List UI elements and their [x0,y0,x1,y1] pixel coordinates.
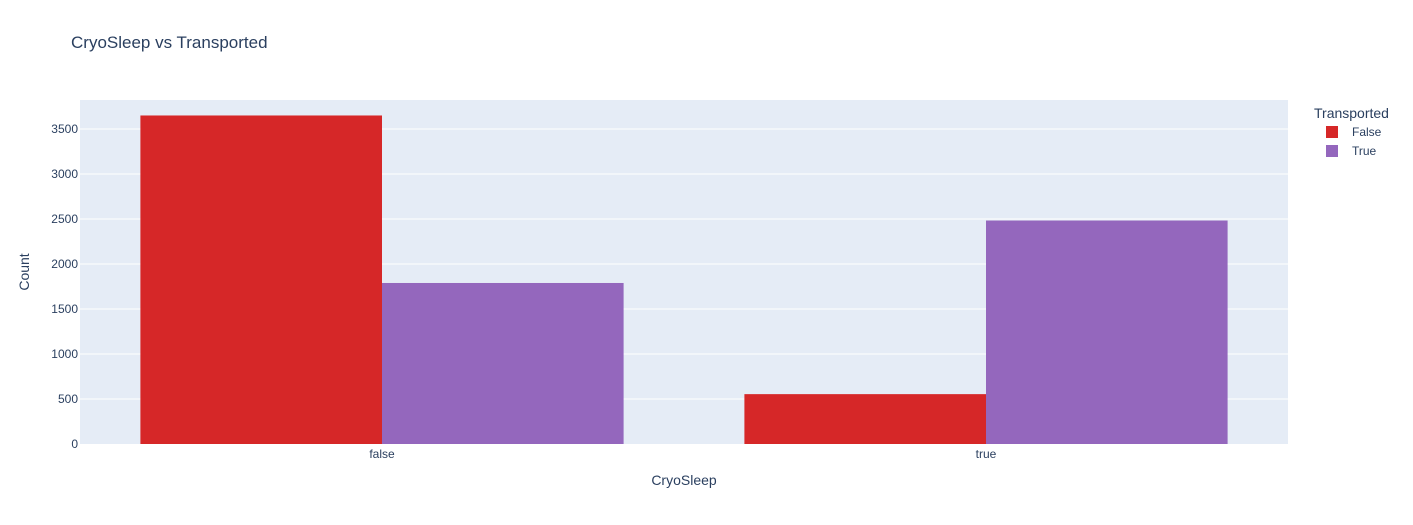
legend-label-false[interactable]: False [1352,125,1382,139]
bar-false-true[interactable] [382,282,624,444]
legend-swatch-false[interactable] [1326,126,1338,138]
legend[interactable]: Transported False True [1314,105,1389,158]
x-tick-label: true [976,447,997,461]
bar-true-true[interactable] [986,220,1228,444]
x-tick-labels: false true [369,447,996,461]
y-tick-label: 0 [71,437,78,451]
bar-false-false[interactable] [140,115,382,445]
bars [140,115,1228,445]
y-tick-label: 2000 [51,257,78,271]
y-tick-label: 3500 [51,122,78,136]
y-tick-label: 1000 [51,347,78,361]
x-tick-label: false [369,447,395,461]
bar-true-false[interactable] [744,394,986,444]
legend-swatch-true[interactable] [1326,145,1338,157]
legend-label-true[interactable]: True [1352,144,1377,158]
y-tick-labels: 0 500 1000 1500 2000 2500 3000 3500 [51,122,78,451]
y-tick-label: 1500 [51,302,78,316]
chart-title: CryoSleep vs Transported [71,33,268,52]
legend-title: Transported [1314,105,1389,121]
y-tick-label: 2500 [51,212,78,226]
y-axis-title: Count [16,253,32,290]
x-axis-title: CryoSleep [651,472,717,488]
y-tick-label: 3000 [51,167,78,181]
y-tick-label: 500 [58,392,78,406]
